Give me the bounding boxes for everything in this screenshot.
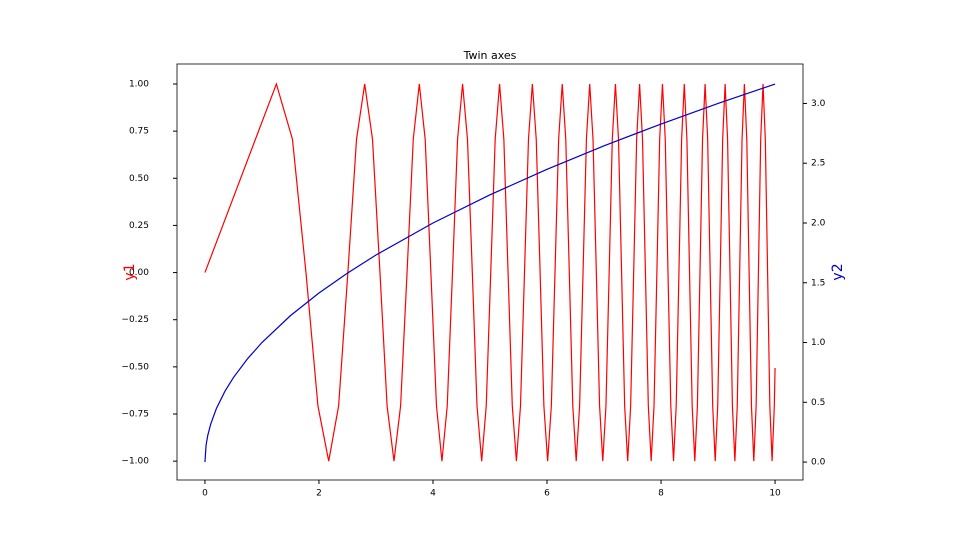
x-tick-label: 4: [430, 489, 436, 499]
y2-axis-label: y2: [830, 263, 846, 280]
series-line: [204, 83, 776, 463]
y-tick-label: 0.50: [129, 174, 149, 184]
y-axis-label: y1: [122, 263, 138, 280]
y-tick-label: 1.00: [129, 79, 149, 89]
x-tick-label: 2: [316, 489, 322, 499]
y2-tick-label: 1.5: [811, 278, 825, 288]
y2-tick-label: 2.0: [811, 218, 826, 228]
x-tick-label: 10: [769, 489, 781, 499]
plot-frame: [176, 63, 804, 481]
y-tick-label: −0.25: [121, 315, 149, 325]
y2-tick-label: 0.0: [811, 458, 826, 468]
y2-tick-label: 2.5: [811, 159, 825, 169]
y-tick-label: −0.50: [121, 362, 149, 372]
y-tick-label: 0.25: [129, 221, 149, 231]
chart-title: Twin axes: [463, 49, 517, 62]
y2-tick-label: 3.0: [811, 99, 826, 109]
y-tick-label: −1.00: [121, 457, 149, 467]
y2-tick-label: 1.0: [811, 338, 826, 348]
y2-tick-label: 0.5: [811, 398, 825, 408]
y-tick-label: 0.75: [129, 127, 149, 137]
series-line: [204, 82, 776, 462]
x-tick-label: 0: [202, 489, 208, 499]
y-tick-label: −0.75: [121, 409, 149, 419]
y-tick-label: 0.00: [129, 268, 149, 278]
x-tick-label: 8: [658, 489, 664, 499]
x-tick-label: 6: [544, 489, 550, 499]
